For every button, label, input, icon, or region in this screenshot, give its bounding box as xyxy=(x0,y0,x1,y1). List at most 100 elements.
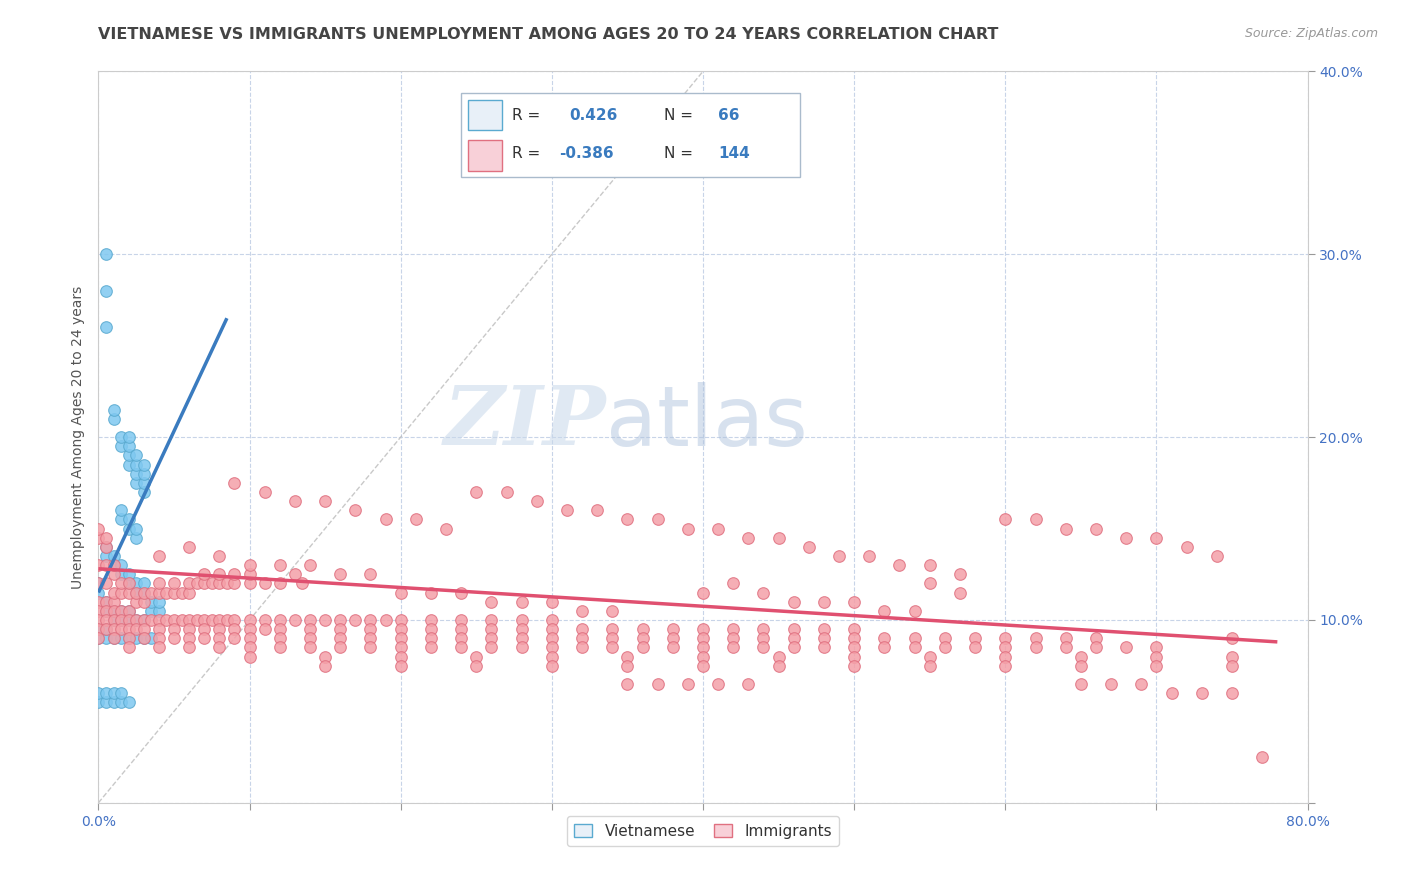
Point xyxy=(540,658,562,673)
Point xyxy=(495,485,517,500)
Point xyxy=(179,585,201,599)
Point xyxy=(269,613,291,627)
Point xyxy=(125,594,148,608)
Point xyxy=(103,412,125,426)
Point xyxy=(110,613,132,627)
Point xyxy=(118,604,141,618)
Point xyxy=(118,622,141,636)
Point xyxy=(132,585,155,599)
Point xyxy=(797,540,820,554)
Text: ZIP: ZIP xyxy=(444,383,606,462)
Point xyxy=(481,640,503,655)
Point xyxy=(148,576,170,591)
Point xyxy=(1085,521,1108,535)
Point xyxy=(420,585,443,599)
Point xyxy=(125,585,148,599)
Point xyxy=(994,632,1017,646)
Y-axis label: Unemployment Among Ages 20 to 24 years: Unemployment Among Ages 20 to 24 years xyxy=(70,285,84,589)
Point xyxy=(904,632,927,646)
Point xyxy=(676,677,699,691)
Point xyxy=(94,604,117,618)
Point xyxy=(526,494,548,508)
Point xyxy=(1220,649,1243,664)
Point xyxy=(103,604,125,618)
Point xyxy=(179,640,201,655)
Point xyxy=(87,686,110,700)
Legend: Vietnamese, Immigrants: Vietnamese, Immigrants xyxy=(567,816,839,847)
Point xyxy=(118,585,141,599)
Point xyxy=(110,567,132,582)
Point xyxy=(87,613,110,627)
Point xyxy=(118,448,141,462)
Point xyxy=(186,576,208,591)
Point xyxy=(125,585,148,599)
Point xyxy=(269,558,291,573)
Point xyxy=(631,622,654,636)
Point xyxy=(148,613,170,627)
Point xyxy=(783,640,806,655)
Point xyxy=(389,632,412,646)
Point xyxy=(110,576,132,591)
Point xyxy=(844,622,866,636)
Point xyxy=(103,632,125,646)
Point xyxy=(540,622,562,636)
Point xyxy=(125,531,148,545)
Point xyxy=(314,494,336,508)
Point xyxy=(87,576,110,591)
Point xyxy=(510,640,533,655)
Point xyxy=(994,640,1017,655)
Point xyxy=(602,604,624,618)
Point xyxy=(163,622,186,636)
Point xyxy=(1144,658,1167,673)
Point xyxy=(269,632,291,646)
Point xyxy=(752,585,775,599)
Point xyxy=(193,622,215,636)
Point xyxy=(510,622,533,636)
Point xyxy=(253,576,276,591)
Point xyxy=(299,632,322,646)
Point xyxy=(94,604,117,618)
Point xyxy=(949,585,972,599)
Point xyxy=(103,549,125,563)
Point xyxy=(586,503,609,517)
Point xyxy=(692,640,714,655)
Point xyxy=(768,649,790,664)
Point xyxy=(148,640,170,655)
Point xyxy=(87,594,110,608)
Point xyxy=(110,613,132,627)
Point xyxy=(389,613,412,627)
Point xyxy=(94,695,117,709)
Point xyxy=(1070,649,1092,664)
Point xyxy=(661,622,683,636)
Point xyxy=(1251,750,1274,764)
Point xyxy=(1054,640,1077,655)
Point xyxy=(329,622,352,636)
Point xyxy=(253,485,276,500)
Point xyxy=(723,640,745,655)
Point xyxy=(208,576,231,591)
Point xyxy=(269,576,291,591)
Point xyxy=(540,640,562,655)
Point xyxy=(103,632,125,646)
Point xyxy=(481,622,503,636)
Text: atlas: atlas xyxy=(606,382,808,463)
Point xyxy=(420,622,443,636)
Point xyxy=(602,622,624,636)
Point xyxy=(291,576,314,591)
Point xyxy=(873,604,896,618)
Point xyxy=(208,632,231,646)
Point xyxy=(994,512,1017,526)
Point xyxy=(465,658,488,673)
Point xyxy=(540,649,562,664)
Point xyxy=(676,521,699,535)
Point xyxy=(148,594,170,608)
Point xyxy=(110,585,132,599)
Point xyxy=(224,576,246,591)
Point xyxy=(125,576,148,591)
Point xyxy=(783,594,806,608)
Point xyxy=(450,632,472,646)
Point xyxy=(110,503,132,517)
Point xyxy=(314,649,336,664)
Point xyxy=(284,567,307,582)
Point xyxy=(374,512,396,526)
